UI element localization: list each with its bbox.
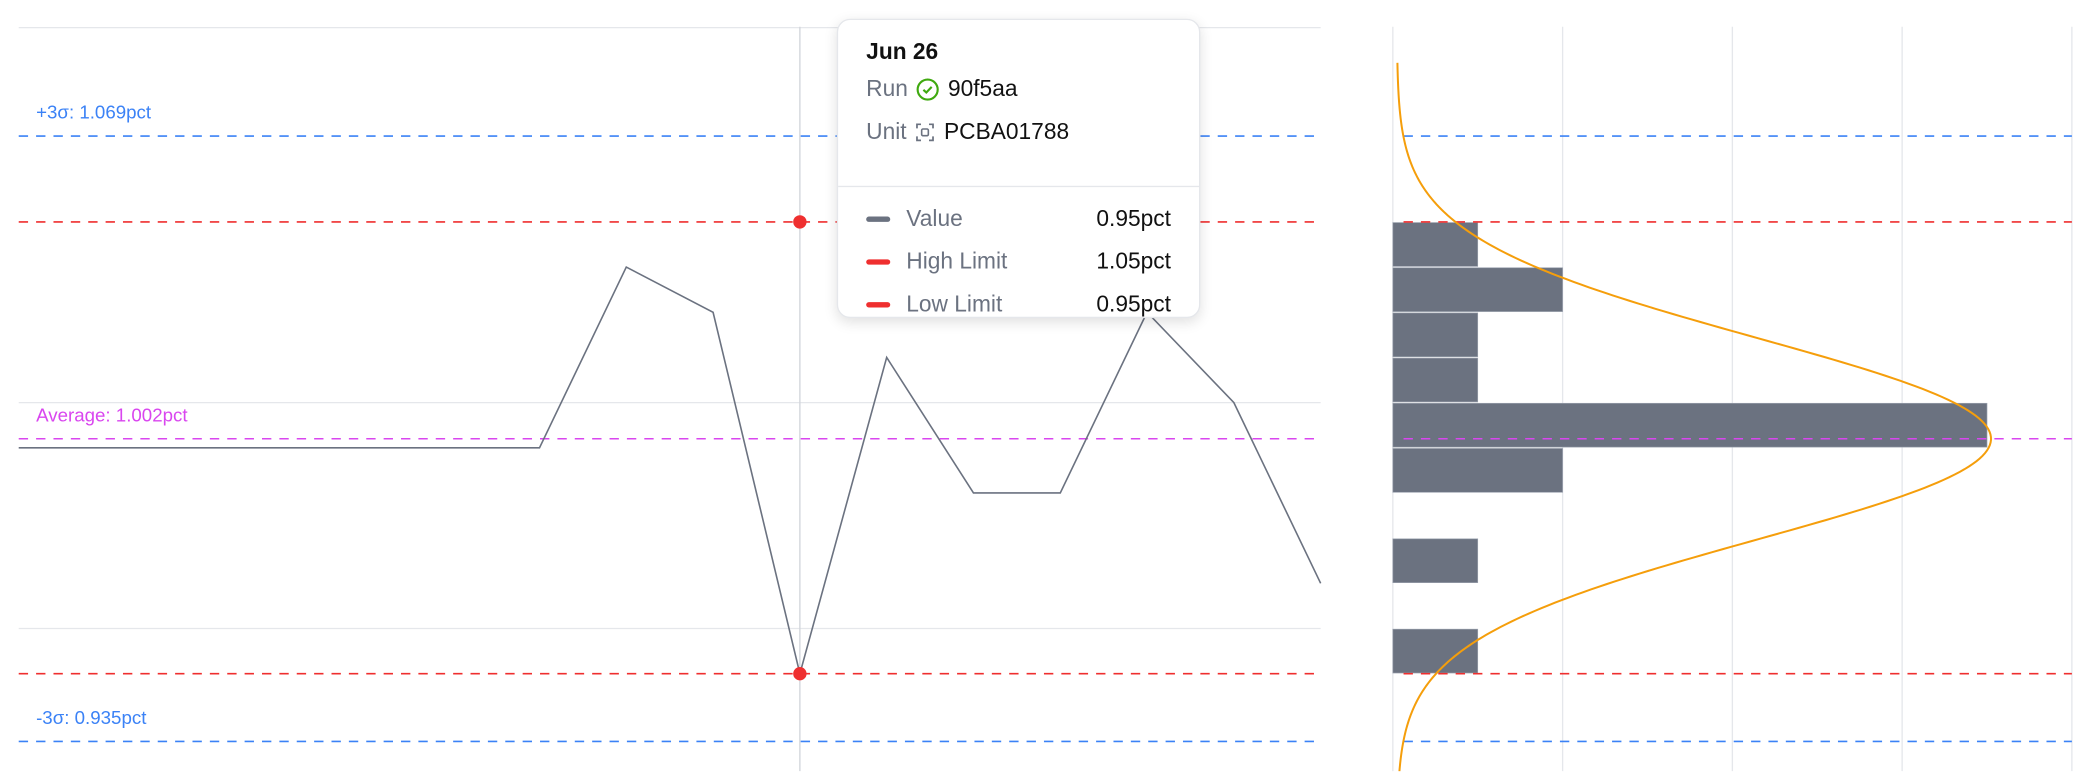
row-value: 0.95pct — [1096, 205, 1171, 232]
tooltip-row-value: Value 0.95pct — [866, 198, 1171, 241]
run-label: Run — [866, 76, 908, 102]
histogram-bar — [1392, 312, 1479, 358]
reference-label: Average: 1.002pct — [36, 404, 188, 425]
histogram-bar — [1392, 448, 1563, 493]
row-value: 1.05pct — [1096, 248, 1171, 275]
histogram-bar — [1392, 267, 1563, 312]
high-limit-swatch — [866, 259, 891, 265]
histogram-bar — [1392, 402, 1988, 448]
reference-label: -3σ: 0.935pct — [36, 707, 147, 728]
tooltip: Jun 26 Run 90f5aa Unit PCBA01788 Value 0… — [836, 18, 1201, 319]
histogram-bar — [1392, 538, 1479, 584]
tooltip-divider — [838, 185, 1200, 188]
histogram-bar — [1392, 222, 1479, 267]
value-swatch — [866, 216, 891, 222]
reference-label: +3σ: 1.069pct — [36, 102, 152, 123]
tooltip-row-low-limit: Low Limit 0.95pct — [866, 283, 1171, 326]
check-circle-icon — [916, 78, 940, 102]
row-name: High Limit — [906, 248, 1008, 275]
low-limit-hover-dot — [793, 667, 807, 681]
unit-label: Unit — [866, 118, 907, 145]
unit-id[interactable]: PCBA01788 — [944, 118, 1070, 145]
row-value: 0.95pct — [1096, 291, 1171, 317]
tooltip-row-high-limit: High Limit 1.05pct — [866, 241, 1171, 284]
row-name: Low Limit — [906, 291, 1003, 317]
value-line — [18, 265, 1322, 674]
histogram-bar — [1392, 357, 1479, 403]
high-limit-hover-dot — [793, 215, 807, 229]
normal-curve — [1396, 62, 1992, 772]
histogram-bar — [1392, 628, 1479, 674]
low-limit-swatch — [866, 302, 891, 308]
run-id[interactable]: 90f5aa — [947, 76, 1018, 102]
row-name: Value — [906, 205, 963, 232]
tooltip-date: Jun 26 — [866, 38, 939, 65]
scan-icon — [915, 122, 936, 143]
